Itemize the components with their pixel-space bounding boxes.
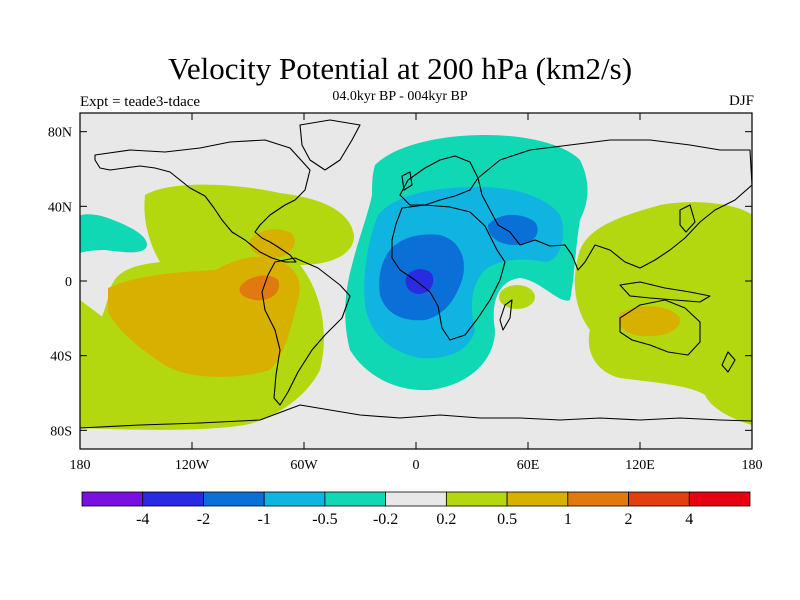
contour-neg-2	[405, 269, 434, 294]
colorbar-swatch	[81, 491, 144, 507]
lon-tick-label: 180	[70, 458, 91, 473]
coastline-asia	[477, 139, 752, 271]
lat-tick-label: 80S	[50, 424, 72, 439]
contour-pos-1	[239, 275, 280, 301]
colorbar-label: -4	[136, 511, 149, 528]
colorbar-label: 4	[685, 511, 693, 528]
coastline-south-america	[261, 257, 351, 406]
lat-tick-label: 0	[65, 275, 72, 290]
coastline-new-zealand	[721, 351, 736, 373]
colorbar-swatch	[385, 491, 447, 507]
season-label: DJF	[728, 93, 754, 109]
colorbar-swatch	[445, 491, 508, 507]
colorbar-swatch	[203, 491, 265, 507]
coastline-africa	[391, 204, 506, 341]
coastline-antarctica	[80, 404, 752, 429]
map-subtitle: 04.0kyr BP - 004kyr BP	[332, 89, 468, 104]
colorbar-label: -0.2	[373, 511, 398, 528]
coastlines	[80, 119, 752, 429]
lon-tick-label: 60W	[290, 458, 318, 473]
colorbar-label: 2	[625, 511, 633, 528]
experiment-label: Expt = teade3-tdace	[80, 94, 201, 110]
contour-pos-0-2-southwest	[80, 300, 170, 398]
contour-neg-1-arabia	[488, 214, 538, 245]
coastline-japan	[679, 204, 696, 233]
coastline-indonesia	[619, 281, 711, 303]
colorbar-label: -1	[258, 511, 271, 528]
colorbar-label: 1	[564, 511, 572, 528]
lon-tick-label: 60E	[517, 458, 540, 473]
contour-pos-0-5-australia	[618, 306, 681, 337]
colorbar-swatch	[506, 491, 569, 507]
lon-tick-label: 120E	[625, 458, 655, 473]
coastline-uk	[401, 171, 413, 191]
map-title: Velocity Potential at 200 hPa (km2/s)	[167, 51, 633, 86]
colorbar-swatch	[688, 491, 751, 507]
colorbar-label: -2	[197, 511, 210, 528]
lon-tick-label: 0	[413, 458, 420, 473]
lat-tick-label: 80N	[48, 126, 72, 141]
coastline-north-america	[94, 139, 311, 263]
contour-neg-0-2-northpacific	[80, 214, 147, 253]
colorbar-swatch	[628, 491, 690, 507]
lat-tick-label: 40S	[50, 350, 72, 365]
colorbar: -4 -2 -1 -0.5 -0.2 0.2 0.5 1 2 4	[81, 491, 751, 528]
colorbar-label: 0.5	[497, 511, 517, 528]
latitude-axis: 80N 40N 0 40S 80S	[48, 126, 752, 439]
coastline-madagascar	[499, 299, 513, 331]
longitude-axis: 180 120W 60W 0 60E 120E 180	[70, 113, 763, 473]
colorbar-label: 0.2	[436, 511, 456, 528]
contour-fills	[80, 135, 752, 430]
lon-tick-label: 120W	[175, 458, 210, 473]
lat-tick-label: 40N	[48, 200, 72, 215]
colorbar-label: -0.5	[312, 511, 337, 528]
coastline-australia	[619, 299, 701, 356]
colorbar-swatch	[567, 491, 629, 507]
lon-tick-label: 180	[742, 458, 763, 473]
coastline-greenland	[299, 119, 361, 171]
colorbar-swatch	[324, 491, 387, 507]
colorbar-swatch	[142, 491, 204, 507]
colorbar-swatch	[263, 491, 326, 507]
